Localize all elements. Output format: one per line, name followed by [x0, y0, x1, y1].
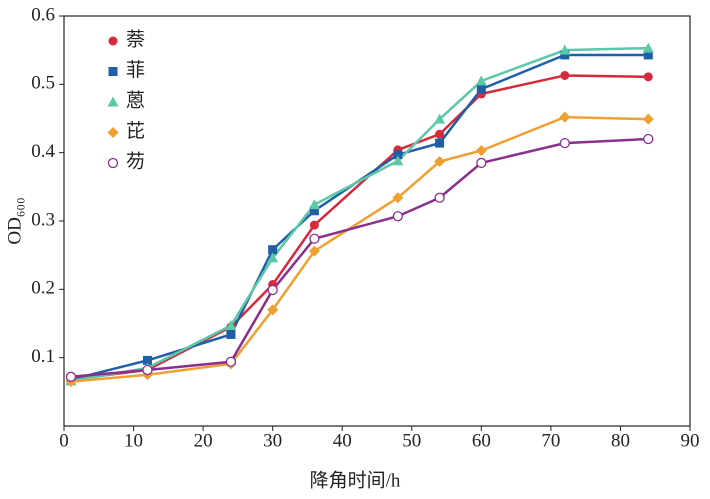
marker — [475, 75, 487, 86]
marker — [434, 113, 446, 124]
x-tick-label: 30 — [263, 430, 282, 451]
legend-label: 蒽 — [126, 89, 145, 111]
marker — [108, 67, 118, 76]
legend-label: 芴 — [126, 150, 145, 172]
x-tick-label: 70 — [541, 430, 560, 451]
legend-label: 菲 — [126, 59, 145, 81]
y-tick-label: 0.6 — [31, 4, 55, 25]
marker — [560, 50, 570, 60]
marker — [142, 364, 153, 376]
marker — [107, 127, 119, 138]
x-tick-label: 80 — [611, 430, 630, 451]
marker — [559, 44, 571, 55]
marker — [108, 36, 118, 46]
marker — [65, 371, 77, 382]
marker — [393, 150, 403, 160]
marker — [476, 157, 487, 169]
marker — [392, 192, 404, 204]
marker — [309, 220, 319, 230]
marker — [268, 245, 278, 255]
marker — [643, 72, 653, 82]
x-tick-label: 50 — [402, 430, 421, 451]
legend-label: 芘 — [126, 120, 145, 142]
y-tick-label: 0.1 — [31, 346, 55, 367]
marker — [267, 252, 279, 263]
y-tick-label: 0.2 — [31, 278, 55, 299]
marker — [560, 70, 570, 80]
marker — [107, 96, 119, 107]
y-tick-label: 0.4 — [31, 141, 55, 162]
series-line — [70, 53, 649, 381]
marker — [559, 137, 570, 149]
x-tick-label: 20 — [194, 430, 213, 451]
marker — [225, 320, 237, 331]
marker — [434, 192, 445, 203]
marker — [559, 111, 571, 123]
marker — [392, 155, 404, 166]
marker — [643, 50, 653, 60]
marker — [308, 199, 320, 210]
marker — [435, 129, 445, 139]
marker — [476, 84, 486, 94]
marker — [107, 157, 119, 169]
marker — [267, 304, 279, 316]
marker — [308, 245, 320, 257]
marker — [642, 42, 654, 53]
x-tick-label: 10 — [124, 430, 143, 451]
series-line — [70, 46, 649, 383]
marker — [267, 284, 278, 296]
x-tick-label: 90 — [681, 430, 700, 451]
marker — [475, 145, 487, 157]
marker — [392, 211, 404, 222]
x-tick-label: 40 — [333, 430, 352, 451]
series-line — [70, 137, 649, 379]
marker — [434, 156, 446, 168]
marker — [142, 355, 152, 365]
marker — [309, 233, 320, 244]
marker — [642, 113, 654, 125]
marker — [435, 138, 445, 148]
marker — [225, 356, 237, 367]
y-tick-label: 0.5 — [31, 73, 55, 94]
marker — [643, 133, 654, 145]
marker — [309, 206, 319, 216]
x-tick-label: 60 — [472, 430, 491, 451]
x-axis-label: 降角时间/h — [310, 469, 401, 491]
x-tick-label: 0 — [59, 430, 69, 451]
y-tick-label: 0.3 — [31, 209, 55, 230]
legend-label: 萘 — [126, 28, 145, 50]
series-line — [70, 115, 649, 383]
marker — [226, 329, 236, 339]
y-axis-label: OD₆₀₀ — [4, 197, 25, 244]
